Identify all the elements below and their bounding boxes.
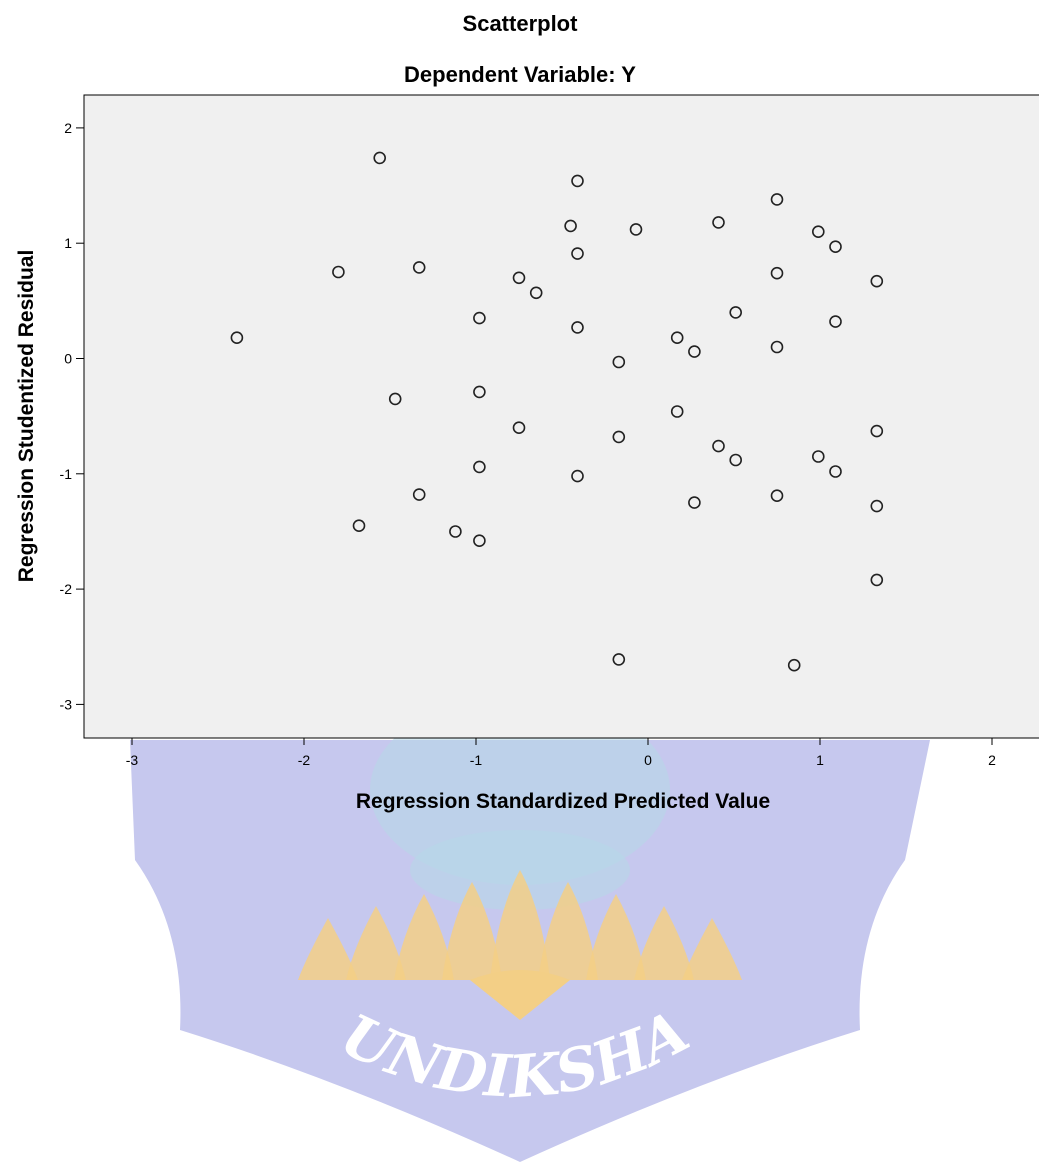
scatter-point [473, 385, 486, 399]
scatter-point [629, 223, 643, 236]
university-logo-watermark: UNDIKSHA [130, 695, 930, 1162]
y-tick-label: -2 [60, 581, 73, 597]
x-axis-title: Regression Standardized Predicted Value [356, 790, 770, 813]
x-tick-label: -3 [126, 752, 139, 768]
y-tick-label: -3 [60, 696, 73, 712]
scatter-point [870, 499, 884, 513]
lotus-petal [442, 882, 502, 980]
scatter-point [612, 430, 626, 444]
scatter-point [770, 193, 784, 206]
plot-area [83, 94, 1039, 739]
scatter-point [352, 519, 366, 533]
lotus-petal [634, 906, 694, 980]
scatter-point [870, 573, 884, 587]
scatter-point [670, 405, 684, 418]
lotus-petal [298, 918, 358, 980]
scatter-point [571, 247, 584, 260]
scatter-point [571, 469, 584, 483]
x-axis: -3 -2 -1 0 1 2 [126, 738, 996, 768]
lotus-petal [490, 870, 550, 980]
y-tick-label: -1 [60, 466, 73, 482]
scatter-point [729, 306, 743, 319]
scatter-point [612, 653, 626, 666]
lotus-petal [682, 918, 742, 980]
scatter-point [829, 315, 842, 328]
scatter-point [512, 271, 526, 285]
scatter-point [811, 450, 825, 463]
chart-title: Scatterplot [463, 11, 579, 36]
logo-lotus-shape [298, 870, 742, 1020]
scatter-point [870, 424, 884, 438]
scatter-point [729, 453, 743, 467]
x-tick-label: 1 [816, 752, 824, 768]
scatter-point [811, 225, 825, 238]
x-tick-label: -1 [470, 752, 483, 768]
x-tick-label: 0 [644, 752, 652, 768]
scatter-point [529, 286, 543, 300]
lotus-petal [538, 882, 598, 980]
scatter-point [870, 274, 884, 288]
lotus-petal [586, 894, 646, 980]
scatter-point [412, 488, 426, 501]
y-axis-title: Regression Studentized Residual [15, 250, 38, 583]
scatter-point [770, 266, 784, 280]
lotus-petal [346, 906, 406, 980]
scatter-point [829, 465, 842, 478]
scatter-point [473, 311, 486, 325]
scatter-point [612, 355, 626, 369]
scatter-point [688, 345, 701, 358]
y-tick-label: 1 [64, 235, 72, 251]
scatter-point [512, 421, 526, 435]
scatter-point [449, 525, 462, 538]
scatter-point [829, 240, 842, 253]
x-tick-label: -2 [298, 752, 311, 768]
scatter-point [770, 489, 784, 503]
scatter-point [373, 151, 387, 165]
y-tick-label: 0 [64, 351, 72, 367]
scatter-point [571, 321, 584, 334]
scatter-point [688, 496, 701, 509]
lotus-center [470, 970, 570, 1020]
y-tick-label: 2 [64, 120, 72, 136]
scatter-point [670, 331, 684, 345]
scatter-point [473, 534, 486, 548]
scatter-point [412, 261, 426, 274]
y-axis: 2 1 0 -1 -2 -3 [60, 120, 84, 712]
scatter-point [712, 439, 725, 453]
x-tick-label: 2 [988, 752, 996, 768]
scatter-point [787, 658, 801, 672]
scatter-point [564, 219, 577, 233]
scatter-point [770, 340, 784, 354]
scatter-point [571, 174, 584, 188]
chart-subtitle: Dependent Variable: Y [404, 62, 636, 87]
lotus-petal [394, 894, 454, 980]
scatter-point [230, 331, 244, 345]
scatter-point [388, 392, 402, 406]
scatter-point [473, 460, 486, 474]
scatter-point [712, 216, 725, 229]
data-points [230, 151, 884, 672]
scatter-point [332, 265, 345, 279]
